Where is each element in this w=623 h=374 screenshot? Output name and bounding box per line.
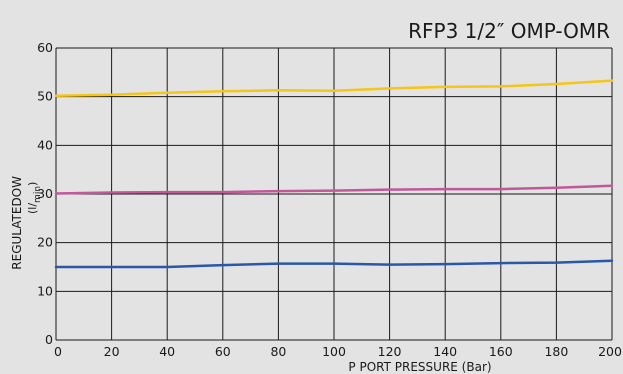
y-tick-label: 10 <box>37 283 53 298</box>
y-tick-label: 20 <box>37 235 53 250</box>
y-axis-label: REGULATEDOW <box>10 176 24 270</box>
unit-paren-open: (l/ <box>26 203 39 214</box>
y-tick-label: 40 <box>37 137 53 152</box>
svg-text:(l/min): (l/min) <box>26 182 43 214</box>
x-tick-label: 180 <box>544 344 568 359</box>
unit-subscript: min <box>33 186 43 203</box>
x-tick-label: 0 <box>54 344 62 359</box>
chart-title: RFP3 1/2″ OMP-OMR <box>408 19 610 43</box>
y-tick-label: 60 <box>37 40 53 55</box>
x-tick-label: 120 <box>378 344 402 359</box>
y-tick-label: 50 <box>37 89 53 104</box>
series-line-3 <box>54 259 614 269</box>
x-axis-ticks: 0 20 40 60 80 100 120 140 160 180 200 <box>54 344 622 359</box>
x-tick-label: 60 <box>215 344 231 359</box>
series-line-2 <box>54 184 614 195</box>
x-tick-label: 140 <box>433 344 457 359</box>
series-group <box>54 79 614 269</box>
x-tick-label: 200 <box>598 344 622 359</box>
y-tick-label: 30 <box>37 186 53 201</box>
x-tick-label: 160 <box>489 344 513 359</box>
y-tick-label: 0 <box>45 332 53 347</box>
series-line-1 <box>54 79 614 97</box>
x-tick-label: 80 <box>270 344 286 359</box>
x-tick-label: 20 <box>104 344 120 359</box>
y-axis-ticks: 0 10 20 30 40 50 60 <box>37 40 53 347</box>
grid <box>55 47 613 341</box>
y-axis-unit: (l/min) <box>26 182 43 214</box>
x-tick-label: 100 <box>322 344 346 359</box>
unit-paren-close: ) <box>26 182 39 186</box>
x-axis-label: P PORT PRESSURE (Bar) <box>348 360 491 374</box>
x-tick-label: 40 <box>159 344 175 359</box>
